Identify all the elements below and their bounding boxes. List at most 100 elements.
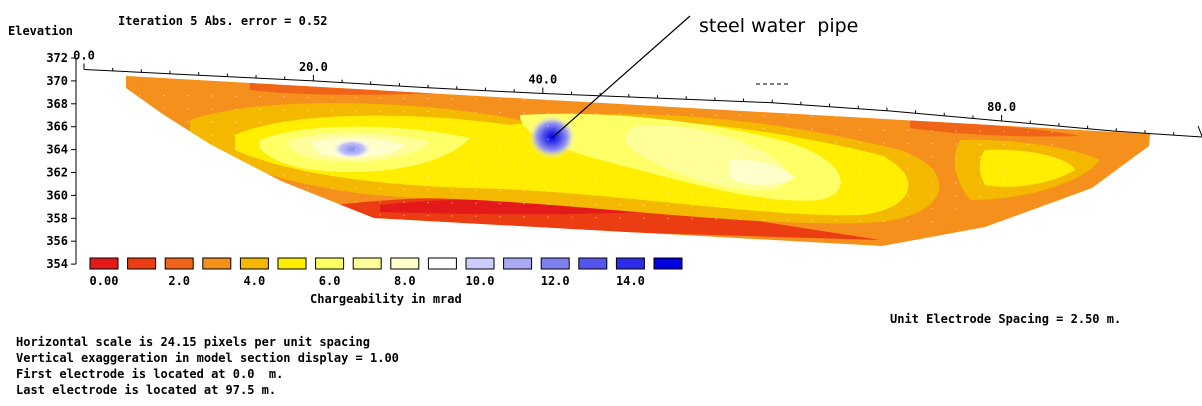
model-block-dot xyxy=(547,138,549,140)
info-line-horizontal-scale: Horizontal scale is 24.15 pixels per uni… xyxy=(16,335,371,349)
model-block-dot xyxy=(811,193,813,195)
model-block-dot xyxy=(1075,105,1077,107)
model-block-dot xyxy=(163,107,165,110)
chargeability-colorbar: 0.00 2.0 4.0 6.0 8.0 10.0 12.0 14.0 xyxy=(89,257,683,288)
model-block-dot xyxy=(835,219,837,222)
model-block-dot xyxy=(595,100,597,102)
model-block-dot xyxy=(979,195,981,197)
model-block-dot xyxy=(715,153,717,155)
model-block-dot xyxy=(931,117,933,119)
model-block-dot xyxy=(499,202,501,205)
model-block-dot xyxy=(643,217,645,219)
model-block-dot xyxy=(547,177,549,179)
model-block-dot xyxy=(715,166,717,168)
model-block-dot xyxy=(1027,118,1029,120)
colorbar-tick-label: 12.0 xyxy=(541,274,570,288)
model-block-dot xyxy=(643,191,645,193)
model-block-dot xyxy=(595,165,597,167)
model-block-dot xyxy=(379,188,381,190)
model-block-dot xyxy=(187,108,189,110)
model-block-dot xyxy=(907,194,909,196)
model-block-dot xyxy=(811,206,813,208)
model-block-dot xyxy=(667,152,669,155)
model-block-dot xyxy=(499,111,501,114)
model-block-dot xyxy=(1003,117,1005,120)
model-block-dot xyxy=(619,100,621,102)
axes: 0.0 20.0 40.0 80.0 372 370 368 366 364 362 360 358… xyxy=(46,48,1202,271)
model-block-dot xyxy=(307,148,309,150)
model-block-dot xyxy=(547,190,549,192)
x-tick-label: 0.0 xyxy=(73,48,95,62)
model-block-dot xyxy=(859,116,861,118)
small-high-chargeability-anomaly xyxy=(332,139,372,159)
model-block-dot xyxy=(859,103,861,105)
model-block-dot xyxy=(571,164,573,166)
model-block-dot xyxy=(211,108,213,110)
model-block-dot xyxy=(739,205,741,207)
x-tick-marks: 0.0 20.0 40.0 80.0 xyxy=(73,48,1202,138)
model-block-dot xyxy=(691,166,693,168)
colorbar-tick-label: 2.0 xyxy=(168,274,190,288)
model-block-dot xyxy=(763,206,765,208)
model-block-dot xyxy=(427,215,429,217)
model-block-dot xyxy=(451,111,453,113)
model-block-dot xyxy=(667,217,669,220)
model-block-dot xyxy=(1027,157,1029,159)
model-block-dot xyxy=(931,182,933,184)
model-block-dot xyxy=(691,127,693,129)
model-block-dot xyxy=(163,94,165,97)
model-block-dot xyxy=(595,204,597,206)
model-block-dot xyxy=(259,135,261,137)
model-block-dot xyxy=(403,175,405,177)
model-block-dot xyxy=(907,207,909,209)
model-block-dot xyxy=(211,95,213,97)
model-block-dot xyxy=(355,110,357,112)
colorbar-swatch xyxy=(277,257,307,270)
model-block-dot xyxy=(235,121,237,123)
model-block-dot xyxy=(835,206,837,209)
model-block-dot xyxy=(499,150,501,153)
model-block-dot xyxy=(691,218,693,220)
model-block-dot xyxy=(235,147,237,149)
model-block-dot xyxy=(763,180,765,182)
model-block-dot xyxy=(547,99,549,101)
model-block-dot xyxy=(979,143,981,145)
y-tick-label: 362 xyxy=(46,166,68,180)
model-block-dot xyxy=(379,149,381,151)
model-block-dot xyxy=(883,220,885,222)
model-block-dot xyxy=(1051,144,1053,146)
contour-low-right xyxy=(910,120,1080,137)
model-block-dot xyxy=(931,169,933,171)
model-block-dot xyxy=(643,139,645,141)
y-tick-label: 368 xyxy=(46,97,68,111)
model-block-dot xyxy=(979,169,981,171)
model-block-dot xyxy=(571,99,573,101)
model-block-dot xyxy=(475,215,477,217)
model-block-dot xyxy=(451,202,453,204)
model-block-dot xyxy=(451,137,453,139)
model-block-dot xyxy=(907,155,909,157)
model-block-dot xyxy=(763,128,765,130)
model-block-dot xyxy=(715,205,717,207)
model-block-dot xyxy=(403,214,405,216)
model-block-dot xyxy=(619,126,621,128)
model-block-dot xyxy=(379,201,381,203)
model-block-dot xyxy=(379,123,381,125)
model-block-dot xyxy=(475,150,477,152)
model-block-dot xyxy=(931,130,933,132)
model-block-dot xyxy=(139,94,141,96)
model-block-dot xyxy=(811,128,813,130)
model-block-dot xyxy=(571,125,573,127)
model-block-dot xyxy=(739,166,741,168)
model-block-dot xyxy=(355,175,357,177)
model-block-dot xyxy=(763,219,765,221)
model-block-dot xyxy=(523,177,525,179)
model-block-dot xyxy=(355,149,357,151)
model-block-dot xyxy=(667,204,669,207)
model-block-dot xyxy=(499,124,501,127)
model-block-dot xyxy=(763,141,765,143)
model-block-dot xyxy=(787,206,789,208)
model-block-dot xyxy=(787,141,789,143)
model-block-dot xyxy=(307,161,309,163)
model-block-dot xyxy=(1003,169,1005,172)
